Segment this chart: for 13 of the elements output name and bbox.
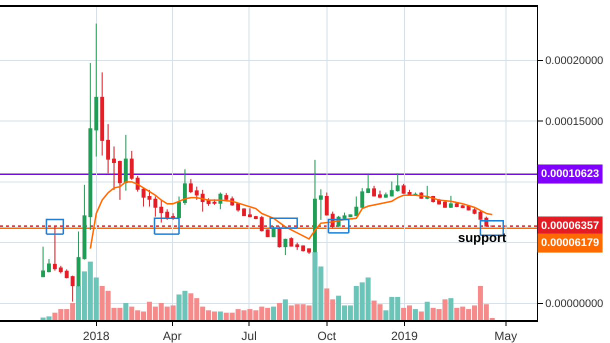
y-tick-label: 0.00000000 (545, 298, 604, 310)
x-tick-label: 2018 (82, 329, 110, 343)
x-tick-label: Oct (317, 329, 337, 343)
annotation: support (458, 230, 508, 245)
x-tick-label: May (494, 329, 518, 343)
y-tick-label: 0.00020000 (545, 55, 604, 68)
x-tick-label: Jul (241, 329, 257, 343)
y-tick-label: 0.00015000 (545, 116, 604, 128)
x-tick-label: Apr (162, 329, 182, 343)
x-tick-label: 2019 (391, 329, 418, 343)
ref-line-label: 0.00010623 (541, 168, 600, 180)
ref-line-label: 0.00006357 (541, 220, 600, 232)
ref-line-label: 0.00006179 (541, 237, 600, 249)
